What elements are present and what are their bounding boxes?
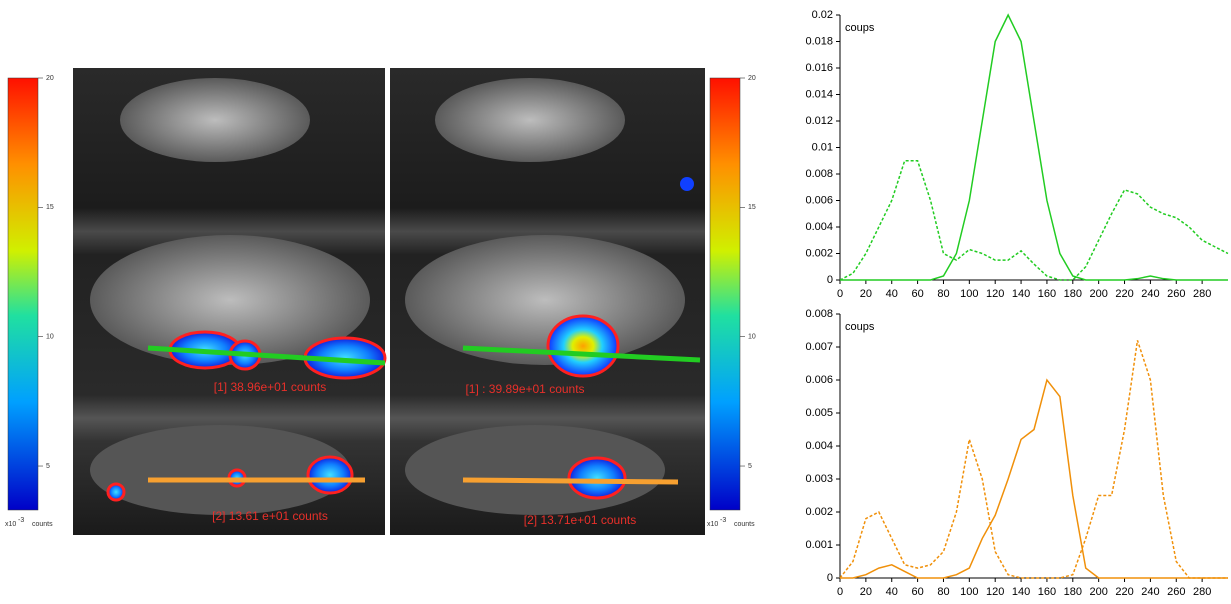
colorbar-tick-label: 15 <box>46 204 54 211</box>
y-tick-label: 0.001 <box>805 539 833 551</box>
y-tick-label: 0.004 <box>805 221 833 233</box>
colorbar-tick-label: 15 <box>748 204 756 211</box>
y-tick-label: 0.002 <box>805 247 833 259</box>
colorbar-tick-label: 5 <box>748 463 752 470</box>
y-tick-label: 0.005 <box>805 407 833 419</box>
y-tick-label: 0.01 <box>812 141 833 153</box>
x-tick-label: 240 <box>1141 586 1159 598</box>
y-tick-label: 0.02 <box>812 9 833 21</box>
colorbar-unit: x10 <box>707 521 718 528</box>
series-line <box>839 340 1228 579</box>
x-tick-label: 100 <box>960 586 978 598</box>
x-tick-label: 80 <box>937 288 949 300</box>
x-tick-label: 180 <box>1064 586 1082 598</box>
colorbar-unit: x10 <box>5 521 16 528</box>
x-tick-label: 140 <box>1012 288 1030 300</box>
x-tick-label: 260 <box>1167 288 1185 300</box>
x-tick-label: 160 <box>1038 288 1056 300</box>
series-line <box>840 13 1228 281</box>
y-tick-label: 0.002 <box>805 506 833 518</box>
colorbar <box>7 77 39 511</box>
y-tick-label: 0.006 <box>805 194 833 206</box>
roi-label: [1] : 39.89e+01 counts <box>465 382 584 396</box>
colorbar-unit: counts <box>734 521 755 528</box>
x-tick-label: 20 <box>860 288 872 300</box>
x-tick-label: 80 <box>937 586 949 598</box>
x-tick-label: 160 <box>1038 586 1056 598</box>
y-tick-label: 0.018 <box>805 35 833 47</box>
x-tick-label: 120 <box>986 586 1004 598</box>
y-tick-label: 0.008 <box>805 168 833 180</box>
y-axis-label: coups <box>845 321 875 333</box>
y-tick-label: 0.006 <box>805 374 833 386</box>
x-tick-label: 0 <box>837 288 843 300</box>
x-tick-label: 40 <box>886 586 898 598</box>
x-tick-label: 220 <box>1115 586 1133 598</box>
y-tick-label: 0.004 <box>805 440 833 452</box>
x-tick-label: 0 <box>837 586 843 598</box>
x-tick-label: 260 <box>1167 586 1185 598</box>
colorbar-tick-label: 5 <box>46 463 50 470</box>
y-tick-label: 0.014 <box>805 88 833 100</box>
x-tick-label: 200 <box>1089 288 1107 300</box>
y-tick-label: 0 <box>827 572 833 584</box>
colorbar-unit: counts <box>32 521 53 528</box>
x-tick-label: 60 <box>911 586 923 598</box>
x-tick-label: 140 <box>1012 586 1030 598</box>
x-tick-label: 200 <box>1089 586 1107 598</box>
y-tick-label: 0.012 <box>805 115 833 127</box>
x-tick-label: 220 <box>1115 288 1133 300</box>
x-tick-label: 60 <box>911 288 923 300</box>
colorbar <box>709 77 741 511</box>
series-line <box>840 378 1228 579</box>
colorbar-unit: -3 <box>18 517 24 524</box>
colorbar-tick-label: 10 <box>748 334 756 341</box>
x-tick-label: 120 <box>986 288 1004 300</box>
x-tick-label: 280 <box>1193 586 1211 598</box>
colorbar-tick-label: 10 <box>46 334 54 341</box>
series-line <box>839 160 1229 281</box>
colorbar-unit: -3 <box>720 517 726 524</box>
colorbar-tick-label: 20 <box>748 75 756 82</box>
x-tick-label: 180 <box>1064 288 1082 300</box>
y-axis-label: coups <box>845 22 875 34</box>
y-tick-label: 0.003 <box>805 473 833 485</box>
x-tick-label: 100 <box>960 288 978 300</box>
y-tick-label: 0.016 <box>805 62 833 74</box>
image-panel-right: [1] : 39.89e+01 counts [2] 13.71e+01 cou… <box>390 68 705 535</box>
y-tick-label: 0.008 <box>805 308 833 320</box>
roi-label: [2] 13.71e+01 counts <box>524 513 636 527</box>
y-tick-label: 0 <box>827 274 833 286</box>
roi-label: [1] 38.96e+01 counts <box>214 380 326 394</box>
x-tick-label: 240 <box>1141 288 1159 300</box>
x-tick-label: 20 <box>860 586 872 598</box>
x-tick-label: 40 <box>886 288 898 300</box>
x-tick-label: 280 <box>1193 288 1211 300</box>
colorbar-tick-label: 20 <box>46 75 54 82</box>
roi-label: [2] 13.61 e+01 counts <box>212 509 328 523</box>
image-panel-left: [1] 38.96e+01 counts [2] 13.61 e+01 coun… <box>73 68 387 535</box>
y-tick-label: 0.007 <box>805 341 833 353</box>
